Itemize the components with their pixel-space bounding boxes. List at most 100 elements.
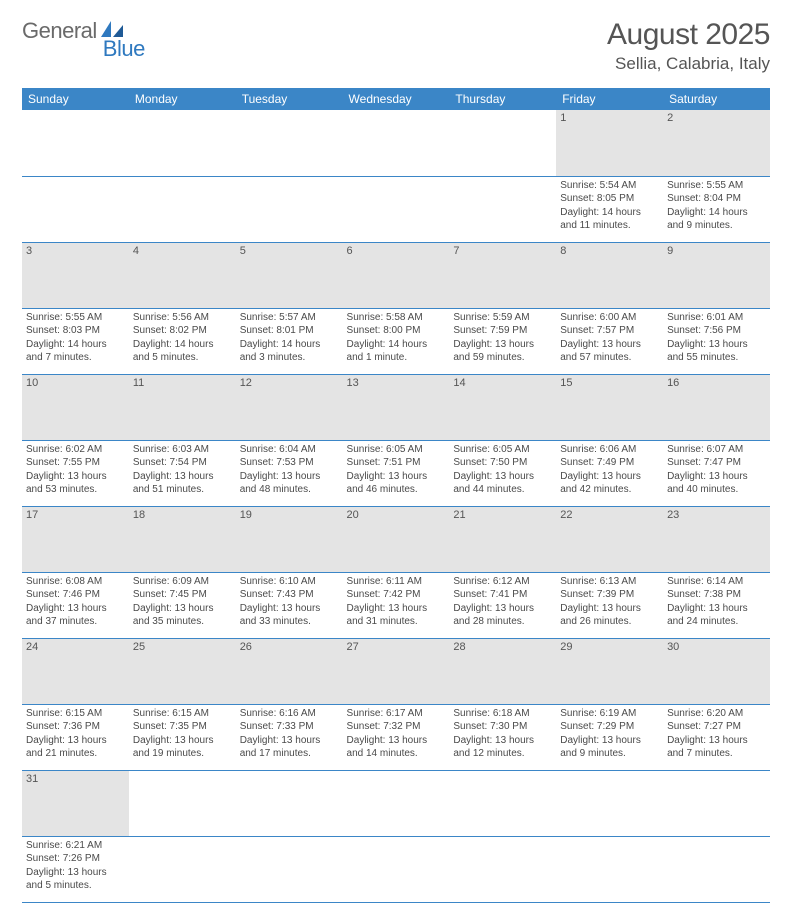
day-cell: Sunrise: 6:04 AMSunset: 7:53 PMDaylight:… [236,440,343,506]
week-row: Sunrise: 5:55 AMSunset: 8:03 PMDaylight:… [22,308,770,374]
day-cell [129,836,236,902]
day-cell [663,836,770,902]
day-cell [236,836,343,902]
day-details: Sunrise: 6:19 AMSunset: 7:29 PMDaylight:… [560,707,659,761]
day-cell: Sunrise: 6:00 AMSunset: 7:57 PMDaylight:… [556,308,663,374]
day-details: Sunrise: 6:13 AMSunset: 7:39 PMDaylight:… [560,575,659,629]
day-cell: Sunrise: 6:11 AMSunset: 7:42 PMDaylight:… [343,572,450,638]
day-number [236,110,343,176]
day-number: 15 [556,374,663,440]
day-cell: Sunrise: 6:12 AMSunset: 7:41 PMDaylight:… [449,572,556,638]
calendar-table: SundayMondayTuesdayWednesdayThursdayFrid… [22,88,770,903]
title-location: Sellia, Calabria, Italy [607,54,770,74]
day-cell: Sunrise: 6:09 AMSunset: 7:45 PMDaylight:… [129,572,236,638]
week-row: Sunrise: 6:15 AMSunset: 7:36 PMDaylight:… [22,704,770,770]
day-cell: Sunrise: 6:19 AMSunset: 7:29 PMDaylight:… [556,704,663,770]
day-number: 23 [663,506,770,572]
day-cell: Sunrise: 6:21 AMSunset: 7:26 PMDaylight:… [22,836,129,902]
day-details: Sunrise: 6:09 AMSunset: 7:45 PMDaylight:… [133,575,232,629]
day-cell: Sunrise: 6:16 AMSunset: 7:33 PMDaylight:… [236,704,343,770]
day-number: 21 [449,506,556,572]
week-row: Sunrise: 6:02 AMSunset: 7:55 PMDaylight:… [22,440,770,506]
day-cell: Sunrise: 5:57 AMSunset: 8:01 PMDaylight:… [236,308,343,374]
day-header: Wednesday [343,88,450,110]
day-number: 26 [236,638,343,704]
day-number: 5 [236,242,343,308]
day-details: Sunrise: 6:02 AMSunset: 7:55 PMDaylight:… [26,443,125,497]
day-cell [129,176,236,242]
day-cell [236,176,343,242]
day-number: 4 [129,242,236,308]
day-details: Sunrise: 5:55 AMSunset: 8:04 PMDaylight:… [667,179,766,233]
day-cell: Sunrise: 6:03 AMSunset: 7:54 PMDaylight:… [129,440,236,506]
day-cell: Sunrise: 5:55 AMSunset: 8:03 PMDaylight:… [22,308,129,374]
day-number: 31 [22,770,129,836]
day-cell [449,836,556,902]
day-number: 28 [449,638,556,704]
day-cell: Sunrise: 6:20 AMSunset: 7:27 PMDaylight:… [663,704,770,770]
day-number: 17 [22,506,129,572]
day-cell: Sunrise: 5:56 AMSunset: 8:02 PMDaylight:… [129,308,236,374]
brand-blue: Blue [103,36,145,62]
day-number: 12 [236,374,343,440]
day-number: 7 [449,242,556,308]
day-cell: Sunrise: 6:17 AMSunset: 7:32 PMDaylight:… [343,704,450,770]
day-number: 14 [449,374,556,440]
day-number [129,770,236,836]
daynum-row: 31 [22,770,770,836]
day-cell: Sunrise: 6:05 AMSunset: 7:51 PMDaylight:… [343,440,450,506]
day-details: Sunrise: 6:08 AMSunset: 7:46 PMDaylight:… [26,575,125,629]
day-cell: Sunrise: 6:10 AMSunset: 7:43 PMDaylight:… [236,572,343,638]
day-details: Sunrise: 6:14 AMSunset: 7:38 PMDaylight:… [667,575,766,629]
day-cell: Sunrise: 5:58 AMSunset: 8:00 PMDaylight:… [343,308,450,374]
day-cell: Sunrise: 6:15 AMSunset: 7:36 PMDaylight:… [22,704,129,770]
day-number [343,770,450,836]
day-number: 25 [129,638,236,704]
day-details: Sunrise: 6:04 AMSunset: 7:53 PMDaylight:… [240,443,339,497]
day-number: 24 [22,638,129,704]
daynum-row: 12 [22,110,770,176]
day-details: Sunrise: 6:18 AMSunset: 7:30 PMDaylight:… [453,707,552,761]
day-cell: Sunrise: 6:05 AMSunset: 7:50 PMDaylight:… [449,440,556,506]
day-details: Sunrise: 6:03 AMSunset: 7:54 PMDaylight:… [133,443,232,497]
day-details: Sunrise: 6:10 AMSunset: 7:43 PMDaylight:… [240,575,339,629]
day-number [663,770,770,836]
brand-logo: General Blue [22,18,145,44]
day-cell: Sunrise: 6:15 AMSunset: 7:35 PMDaylight:… [129,704,236,770]
day-number [449,770,556,836]
day-number: 13 [343,374,450,440]
day-details: Sunrise: 6:01 AMSunset: 7:56 PMDaylight:… [667,311,766,365]
day-details: Sunrise: 5:54 AMSunset: 8:05 PMDaylight:… [560,179,659,233]
header: General Blue August 2025 Sellia, Calabri… [22,18,770,74]
day-header: Saturday [663,88,770,110]
day-cell [343,176,450,242]
day-number: 1 [556,110,663,176]
day-number: 19 [236,506,343,572]
brand-general: General [22,18,97,44]
day-details: Sunrise: 6:17 AMSunset: 7:32 PMDaylight:… [347,707,446,761]
week-row: Sunrise: 6:21 AMSunset: 7:26 PMDaylight:… [22,836,770,902]
day-cell: Sunrise: 5:54 AMSunset: 8:05 PMDaylight:… [556,176,663,242]
daynum-row: 24252627282930 [22,638,770,704]
day-number: 2 [663,110,770,176]
day-cell: Sunrise: 5:55 AMSunset: 8:04 PMDaylight:… [663,176,770,242]
day-details: Sunrise: 6:15 AMSunset: 7:36 PMDaylight:… [26,707,125,761]
day-number: 10 [22,374,129,440]
day-number: 20 [343,506,450,572]
week-row: Sunrise: 5:54 AMSunset: 8:05 PMDaylight:… [22,176,770,242]
day-header-row: SundayMondayTuesdayWednesdayThursdayFrid… [22,88,770,110]
daynum-row: 10111213141516 [22,374,770,440]
day-cell: Sunrise: 6:18 AMSunset: 7:30 PMDaylight:… [449,704,556,770]
day-details: Sunrise: 5:59 AMSunset: 7:59 PMDaylight:… [453,311,552,365]
day-number: 16 [663,374,770,440]
day-number [449,110,556,176]
day-cell: Sunrise: 6:06 AMSunset: 7:49 PMDaylight:… [556,440,663,506]
day-cell [449,176,556,242]
day-number: 18 [129,506,236,572]
day-details: Sunrise: 6:15 AMSunset: 7:35 PMDaylight:… [133,707,232,761]
day-cell: Sunrise: 6:13 AMSunset: 7:39 PMDaylight:… [556,572,663,638]
day-details: Sunrise: 6:21 AMSunset: 7:26 PMDaylight:… [26,839,125,893]
day-number [556,770,663,836]
day-header: Monday [129,88,236,110]
day-number [236,770,343,836]
